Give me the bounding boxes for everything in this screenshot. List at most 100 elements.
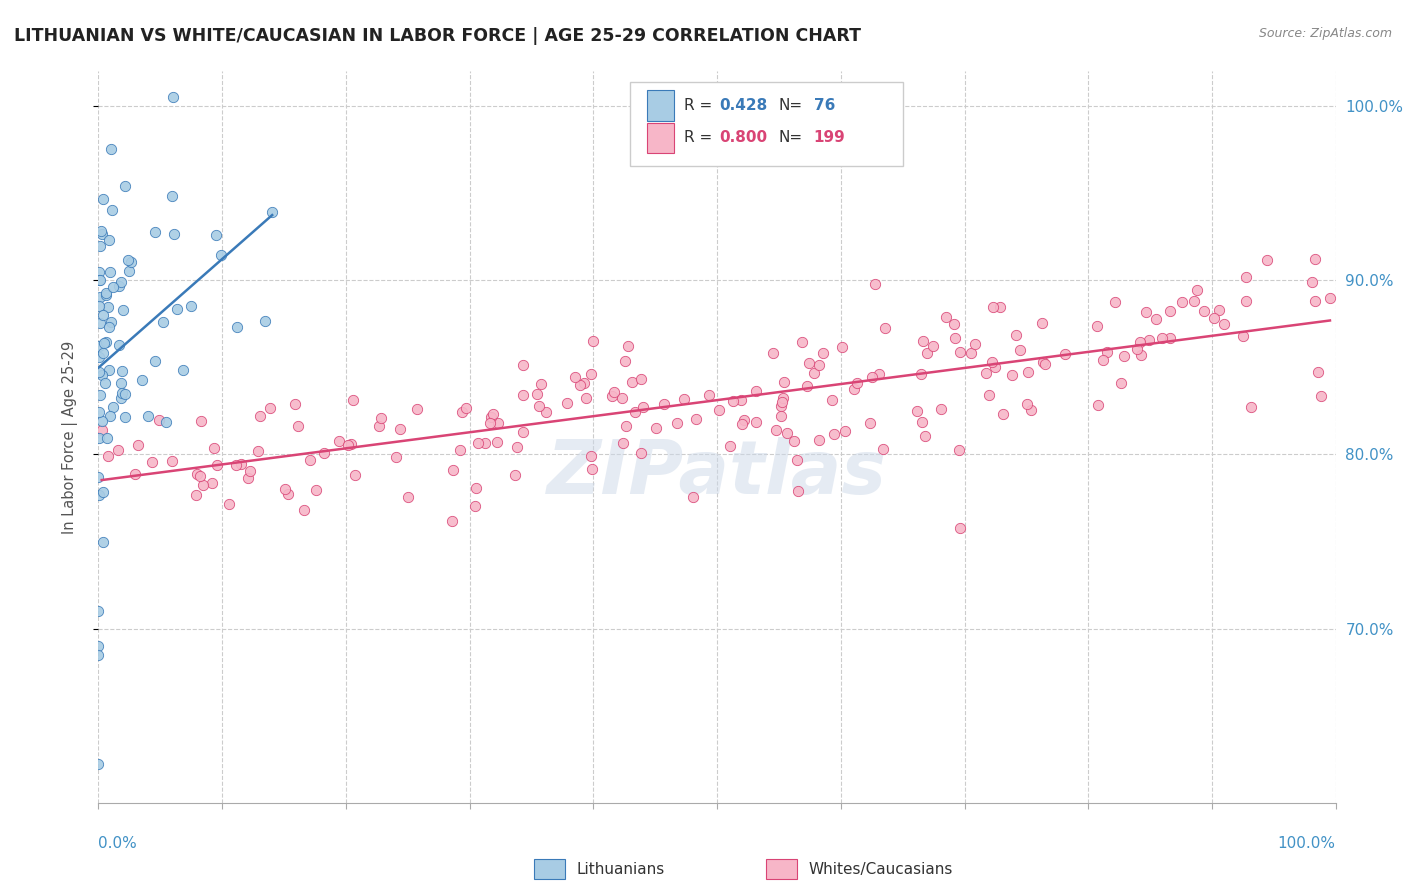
Point — [783, 434, 806, 449]
Text: 0.800: 0.800 — [720, 130, 768, 145]
Point — [368, 418, 391, 433]
Point — [89, 239, 111, 253]
Point — [512, 358, 534, 372]
Point — [186, 488, 208, 502]
Point — [342, 393, 364, 408]
Point — [1192, 304, 1215, 318]
Point — [943, 331, 966, 345]
Point — [808, 358, 831, 372]
Point — [89, 350, 111, 364]
Point — [666, 417, 689, 431]
Point — [976, 366, 998, 380]
Point — [630, 372, 652, 386]
Y-axis label: In Labor Force | Age 25-29: In Labor Force | Age 25-29 — [62, 341, 77, 533]
Text: Whites/Caucasians: Whites/Caucasians — [808, 863, 953, 877]
Point — [284, 397, 307, 411]
Point — [91, 346, 114, 360]
Point — [581, 462, 603, 476]
Point — [259, 401, 281, 416]
Point — [155, 415, 177, 429]
Text: N=: N= — [779, 130, 803, 145]
Point — [568, 377, 591, 392]
Point — [991, 408, 1014, 422]
Point — [557, 396, 579, 410]
Point — [1129, 335, 1152, 350]
Point — [776, 425, 799, 440]
Point — [965, 336, 987, 351]
Point — [464, 499, 486, 513]
Point — [87, 299, 110, 313]
Point — [162, 454, 184, 468]
Point — [100, 203, 122, 218]
Point — [482, 407, 505, 421]
Point — [89, 273, 111, 287]
Point — [107, 337, 129, 351]
Point — [253, 314, 276, 328]
Point — [697, 388, 720, 402]
Point — [672, 392, 695, 406]
Point — [98, 265, 121, 279]
Point — [765, 423, 787, 437]
Text: ZIPatlas: ZIPatlas — [547, 437, 887, 510]
Point — [860, 370, 883, 384]
Point — [823, 427, 845, 442]
Point — [630, 446, 652, 460]
Point — [236, 471, 259, 485]
Point — [274, 483, 297, 497]
Point — [797, 356, 820, 370]
Point — [600, 388, 623, 402]
Point — [617, 339, 640, 353]
Point — [110, 275, 132, 289]
Point — [1213, 318, 1236, 332]
Point — [97, 300, 120, 314]
Point — [114, 178, 136, 193]
Point — [87, 639, 110, 653]
Point — [912, 334, 935, 349]
Point — [111, 386, 134, 401]
Point — [948, 442, 970, 457]
Point — [1159, 303, 1181, 318]
Point — [685, 412, 707, 426]
Point — [614, 419, 637, 434]
Point — [239, 464, 262, 478]
Point — [1017, 365, 1039, 379]
Point — [141, 454, 163, 468]
Point — [875, 321, 897, 335]
Point — [610, 391, 633, 405]
Text: 0.428: 0.428 — [720, 98, 768, 113]
Point — [186, 467, 208, 481]
Point — [1129, 348, 1152, 362]
Point — [709, 403, 731, 417]
Point — [845, 376, 868, 391]
Point — [1144, 311, 1167, 326]
Point — [1170, 295, 1192, 310]
Point — [218, 497, 240, 511]
Point — [614, 354, 637, 368]
Point — [612, 436, 634, 450]
Bar — [647, 90, 673, 121]
Point — [90, 414, 112, 428]
Point — [807, 433, 830, 447]
Point — [87, 470, 110, 484]
Text: Lithuanians: Lithuanians — [576, 863, 665, 877]
Point — [117, 252, 139, 267]
Point — [406, 401, 429, 416]
Point — [304, 483, 326, 497]
Point — [87, 648, 110, 662]
Point — [769, 399, 792, 413]
Point — [620, 375, 643, 389]
Point — [96, 288, 118, 302]
Point — [148, 413, 170, 427]
Point — [813, 346, 835, 360]
Point — [1085, 319, 1108, 334]
Point — [1185, 283, 1208, 297]
Point — [834, 424, 856, 438]
Text: R =: R = — [683, 130, 717, 145]
Point — [1208, 303, 1230, 318]
Point — [120, 254, 142, 268]
Point — [645, 421, 668, 435]
Point — [96, 431, 118, 445]
Point — [1087, 398, 1109, 412]
Point — [505, 468, 527, 483]
Text: 199: 199 — [814, 130, 845, 145]
